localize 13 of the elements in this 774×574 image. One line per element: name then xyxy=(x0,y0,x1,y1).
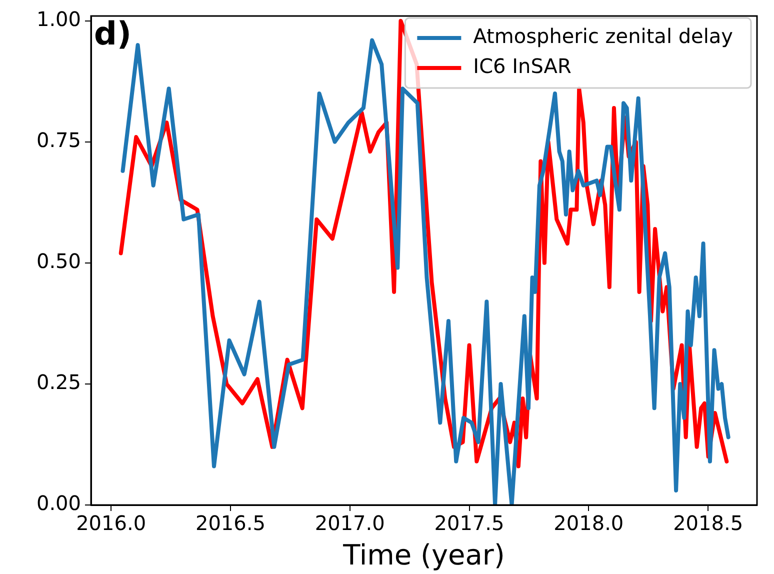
x-tick-label: 2018.0 xyxy=(554,511,624,536)
x-tick-label: 2017.0 xyxy=(314,511,385,536)
legend-label: IC6 InSAR xyxy=(473,54,572,78)
y-tick-label: 0.50 xyxy=(36,249,81,274)
x-tick-label: 2016.5 xyxy=(195,511,266,536)
y-tick-label: 0.75 xyxy=(36,128,81,152)
y-tick-label: 0.25 xyxy=(36,370,81,394)
x-tick-label: 2017.5 xyxy=(434,511,504,536)
x-tick-label: 2018.5 xyxy=(673,511,744,536)
x-axis-title: Time (year) xyxy=(342,538,505,572)
y-tick-label: 1.00 xyxy=(36,7,81,32)
annotation: d) xyxy=(94,14,132,52)
legend-label: Atmospheric zenital delay xyxy=(473,24,734,48)
